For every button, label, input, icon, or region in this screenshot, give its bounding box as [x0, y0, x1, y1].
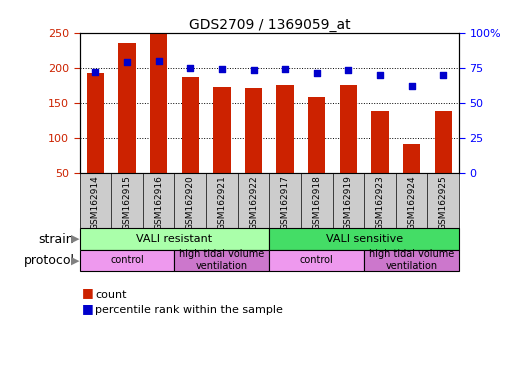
Bar [269, 228, 459, 250]
Point [439, 71, 447, 78]
Bar [150, 33, 167, 208]
Text: strain: strain [39, 233, 74, 245]
Text: GSM162919: GSM162919 [344, 175, 353, 230]
Text: VALI sensitive: VALI sensitive [326, 234, 403, 244]
Bar [308, 97, 325, 208]
Text: ▶: ▶ [70, 255, 79, 265]
Text: GSM162925: GSM162925 [439, 175, 448, 230]
Point [344, 68, 352, 74]
Text: ■: ■ [82, 286, 94, 300]
Bar [174, 250, 269, 271]
Point [186, 65, 194, 71]
Bar [371, 111, 389, 208]
Point [312, 70, 321, 76]
Text: high tidal volume
ventilation: high tidal volume ventilation [369, 249, 455, 271]
Text: GSM162920: GSM162920 [186, 175, 195, 230]
Bar [340, 85, 357, 208]
Point [407, 83, 416, 89]
Text: ▶: ▶ [70, 234, 79, 244]
Point [281, 66, 289, 72]
Bar [269, 250, 364, 271]
Bar [245, 88, 262, 208]
Point [376, 71, 384, 78]
Title: GDS2709 / 1369059_at: GDS2709 / 1369059_at [188, 18, 350, 31]
Text: GSM162916: GSM162916 [154, 175, 163, 230]
Point [123, 59, 131, 65]
Text: control: control [300, 255, 333, 265]
Point [91, 69, 100, 75]
Text: GSM162922: GSM162922 [249, 175, 258, 230]
Text: GSM162915: GSM162915 [123, 175, 131, 230]
Text: ■: ■ [82, 302, 94, 315]
Text: GSM162918: GSM162918 [312, 175, 321, 230]
Text: percentile rank within the sample: percentile rank within the sample [95, 305, 283, 315]
Text: GSM162924: GSM162924 [407, 175, 416, 230]
Point [154, 58, 163, 64]
Point [249, 68, 258, 74]
Point [218, 66, 226, 72]
Bar [87, 73, 104, 208]
Text: high tidal volume
ventilation: high tidal volume ventilation [179, 249, 265, 271]
Bar [403, 144, 420, 208]
Bar [119, 43, 135, 208]
Text: count: count [95, 290, 126, 300]
Text: VALI resistant: VALI resistant [136, 234, 212, 244]
Bar [213, 87, 230, 208]
Text: GSM162917: GSM162917 [281, 175, 290, 230]
Text: protocol: protocol [24, 254, 74, 266]
Text: GSM162914: GSM162914 [91, 175, 100, 230]
Bar [435, 111, 452, 208]
Bar [182, 77, 199, 208]
Bar [364, 250, 459, 271]
Bar [277, 85, 294, 208]
Bar [80, 228, 269, 250]
Bar [80, 250, 174, 271]
Text: control: control [110, 255, 144, 265]
Text: GSM162921: GSM162921 [218, 175, 226, 230]
Text: GSM162923: GSM162923 [376, 175, 385, 230]
